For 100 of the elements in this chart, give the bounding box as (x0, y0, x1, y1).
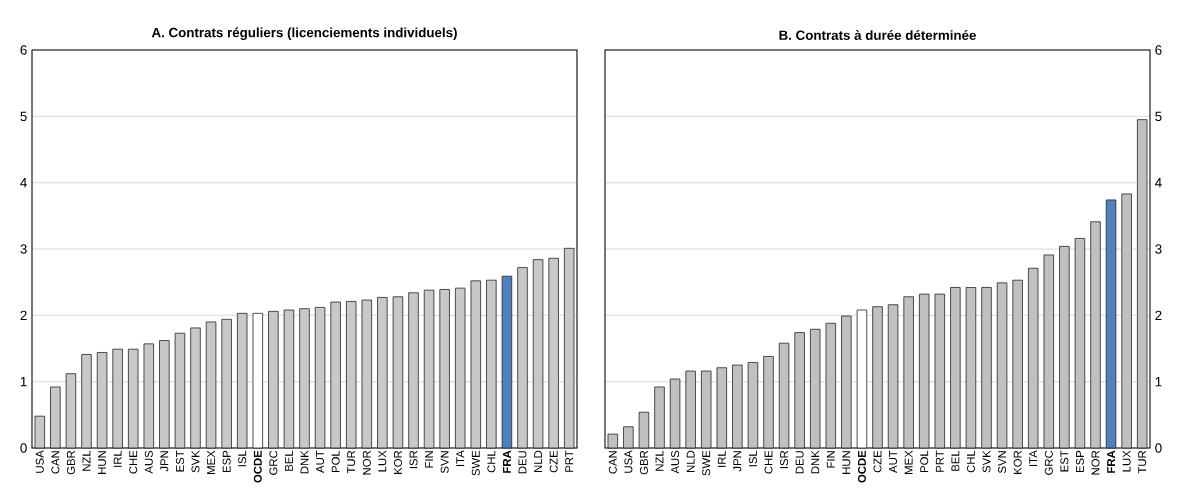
bar (1043, 254, 1055, 449)
x-tick-label: PRT (565, 450, 574, 472)
bar (903, 296, 914, 449)
bar (563, 247, 575, 449)
x-tick-label: ITA (456, 450, 465, 467)
x-tick-label: IRL (113, 450, 122, 467)
y-tick-label: 3 (1155, 244, 1162, 254)
x-tick-label: OCDE (253, 450, 262, 483)
x-tick-label: CZE (873, 450, 882, 473)
x-tick-label: HUN (842, 451, 851, 474)
y-tick-label: 0 (1155, 443, 1162, 453)
x-tick-label: NZL (655, 450, 664, 471)
x-tick-label: DNK (811, 450, 820, 474)
bar (1074, 237, 1086, 449)
bar (299, 308, 310, 449)
x-tick-label: AUT (889, 450, 898, 473)
bar (345, 301, 357, 449)
bar (221, 318, 232, 449)
bar (548, 257, 559, 449)
y-tick-label: 2 (1155, 310, 1162, 320)
x-tick-label: GRC (269, 450, 278, 475)
x-tick-label: TUR (347, 450, 356, 474)
x-tick-label: SVK (191, 450, 200, 473)
bar (268, 310, 279, 449)
y-tick-label: 0 (20, 443, 27, 453)
x-tick-label: CHE (129, 450, 138, 474)
bar (501, 275, 513, 449)
bar (981, 287, 992, 449)
bar (112, 348, 123, 449)
bar (81, 354, 92, 449)
x-tick-label: POL (920, 450, 929, 473)
x-tick-label: IRL (717, 450, 726, 467)
x-tick-label: NOR (362, 450, 371, 475)
bar (1121, 193, 1132, 449)
x-tick-label: JPN (160, 451, 169, 472)
bar (439, 289, 450, 449)
y-tick-label: 1 (1155, 377, 1162, 387)
x-tick-label: CZE (549, 450, 558, 473)
bar (205, 321, 217, 449)
bar (950, 287, 961, 449)
x-tick-label: ISR (780, 450, 789, 469)
x-tick-label: AUS (671, 450, 680, 474)
x-tick-label: MEX (904, 450, 913, 474)
bar (747, 362, 759, 449)
x-tick-label: LUX (378, 450, 387, 472)
bar (1090, 221, 1101, 449)
bar (454, 287, 466, 449)
x-tick-label: USA (35, 450, 44, 473)
x-tick-label: SVN (440, 451, 449, 474)
x-tick-label: CHE (764, 450, 773, 474)
bar (794, 332, 805, 449)
x-tick-label: LUX (1122, 450, 1131, 472)
bar (236, 312, 248, 449)
bar (825, 322, 837, 449)
bar (654, 386, 665, 449)
bar (34, 415, 46, 449)
x-tick-label: CHL (487, 450, 496, 473)
bar (65, 373, 77, 449)
x-tick-label: CHL (966, 450, 975, 473)
bar (809, 328, 821, 449)
y-tick-label: 5 (20, 111, 27, 121)
bar (1136, 119, 1148, 449)
chart-title: A. Contrats réguliers (licenciements individuels) (151, 27, 457, 40)
bar (190, 327, 201, 449)
x-tick-label: ISL (748, 450, 757, 467)
x-tick-label: GBR (639, 450, 648, 475)
x-tick-label: FIN (425, 451, 433, 468)
x-tick-label: NLD (534, 450, 542, 473)
bar (283, 309, 295, 449)
x-tick-label: BEL (285, 450, 293, 471)
bar (392, 296, 404, 449)
x-tick-label: ESP (222, 450, 231, 473)
x-tick-label: ITA (1029, 450, 1038, 467)
x-tick-label: TUR (1138, 450, 1147, 474)
x-tick-label: AUS (144, 450, 153, 474)
bar (700, 370, 712, 449)
bar (841, 315, 852, 449)
x-tick-label: BEL (951, 450, 960, 471)
x-tick-label: USA (624, 450, 633, 473)
bar (934, 293, 946, 449)
bar (252, 312, 264, 449)
bar (716, 367, 728, 449)
bar (965, 287, 977, 449)
x-tick-label: SWE (702, 450, 711, 476)
bar (159, 340, 170, 449)
x-tick-label: SVN (998, 451, 1007, 474)
chart-title: B. Contrats à durée déterminée (779, 30, 976, 40)
x-tick-label: MEX (207, 450, 215, 474)
x-tick-label: KOR (1013, 450, 1022, 474)
bar (778, 342, 790, 449)
bar (685, 370, 696, 449)
bar (50, 386, 61, 449)
bar (763, 356, 774, 449)
bar (669, 378, 681, 449)
bar (96, 352, 108, 449)
x-tick-label: JPN (733, 451, 742, 472)
x-tick-label: HUN (98, 451, 107, 474)
bar (314, 306, 326, 449)
x-tick-label: ISL (238, 450, 247, 467)
bar (607, 433, 619, 449)
